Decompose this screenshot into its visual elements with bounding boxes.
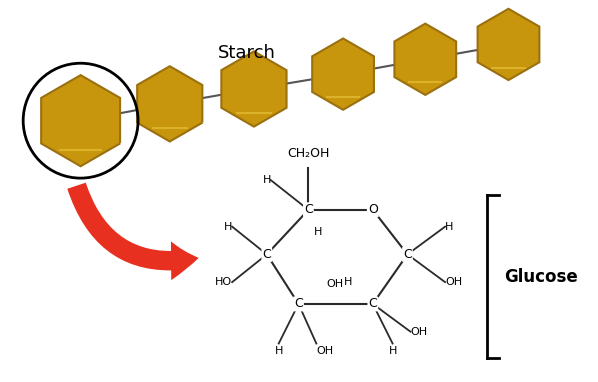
Text: H: H bbox=[274, 345, 283, 356]
Text: C: C bbox=[263, 248, 271, 261]
Polygon shape bbox=[41, 75, 120, 166]
FancyArrowPatch shape bbox=[68, 183, 199, 280]
Text: H: H bbox=[344, 277, 352, 287]
Text: OH: OH bbox=[445, 277, 462, 287]
Polygon shape bbox=[137, 66, 202, 141]
Text: O: O bbox=[368, 203, 378, 216]
Text: H: H bbox=[389, 345, 397, 356]
Text: H: H bbox=[224, 222, 232, 231]
Text: H: H bbox=[314, 227, 322, 236]
Text: C: C bbox=[294, 298, 303, 311]
Text: H: H bbox=[263, 175, 271, 185]
Text: Glucose: Glucose bbox=[505, 268, 578, 286]
Text: Starch: Starch bbox=[218, 44, 276, 62]
Polygon shape bbox=[395, 24, 456, 95]
Text: H: H bbox=[445, 222, 453, 231]
Text: OH: OH bbox=[316, 345, 334, 356]
Text: OH: OH bbox=[410, 327, 428, 337]
Text: OH: OH bbox=[327, 279, 343, 289]
Text: C: C bbox=[304, 203, 313, 216]
Text: C: C bbox=[368, 298, 377, 311]
Text: CH₂OH: CH₂OH bbox=[287, 147, 329, 160]
Text: HO: HO bbox=[215, 277, 232, 287]
Text: C: C bbox=[403, 248, 412, 261]
Polygon shape bbox=[221, 51, 286, 126]
Polygon shape bbox=[478, 9, 539, 80]
Polygon shape bbox=[312, 39, 374, 110]
